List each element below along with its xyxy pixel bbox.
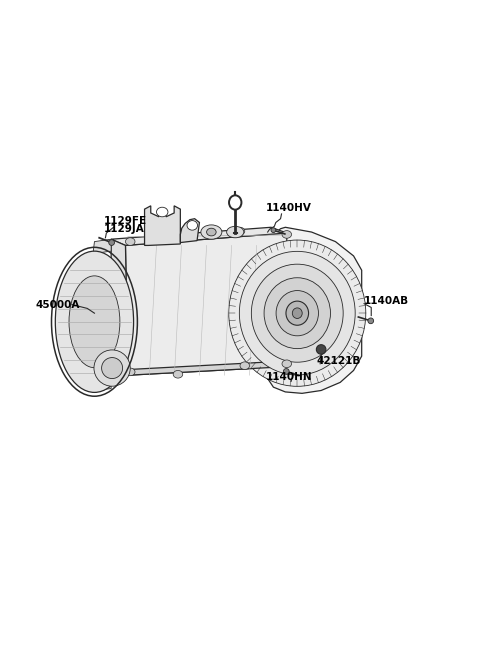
- Polygon shape: [111, 227, 287, 246]
- Ellipse shape: [240, 252, 355, 375]
- Ellipse shape: [102, 358, 122, 379]
- Ellipse shape: [94, 350, 130, 386]
- Ellipse shape: [125, 238, 135, 246]
- Polygon shape: [144, 206, 180, 246]
- Ellipse shape: [271, 228, 276, 233]
- Polygon shape: [125, 233, 287, 375]
- Text: 1140AB: 1140AB: [364, 296, 409, 306]
- Polygon shape: [180, 219, 199, 242]
- Ellipse shape: [276, 291, 318, 336]
- Polygon shape: [268, 227, 362, 394]
- Ellipse shape: [264, 278, 330, 348]
- Text: 1140HN: 1140HN: [266, 373, 313, 383]
- Text: 45000A: 45000A: [36, 299, 80, 310]
- Ellipse shape: [168, 229, 178, 237]
- Polygon shape: [111, 239, 128, 375]
- Ellipse shape: [316, 345, 326, 354]
- Ellipse shape: [235, 227, 245, 235]
- Ellipse shape: [227, 227, 244, 238]
- Ellipse shape: [283, 369, 289, 374]
- Text: 42121B: 42121B: [316, 356, 361, 365]
- Ellipse shape: [156, 207, 168, 217]
- Ellipse shape: [206, 228, 216, 236]
- Ellipse shape: [229, 195, 241, 210]
- Ellipse shape: [69, 276, 120, 367]
- Ellipse shape: [282, 360, 291, 367]
- Ellipse shape: [368, 318, 373, 324]
- Text: 1129FE: 1129FE: [104, 216, 147, 227]
- Polygon shape: [93, 371, 111, 390]
- Ellipse shape: [292, 308, 302, 318]
- Polygon shape: [93, 239, 111, 253]
- Ellipse shape: [252, 264, 343, 362]
- Ellipse shape: [240, 362, 250, 369]
- Text: 1129JA: 1129JA: [104, 225, 145, 234]
- Ellipse shape: [201, 225, 222, 239]
- Ellipse shape: [286, 301, 309, 326]
- Ellipse shape: [173, 371, 183, 378]
- Ellipse shape: [187, 221, 198, 230]
- Ellipse shape: [282, 231, 291, 238]
- Polygon shape: [111, 362, 287, 375]
- Ellipse shape: [125, 368, 135, 376]
- Text: 1140HV: 1140HV: [266, 203, 312, 213]
- Ellipse shape: [109, 240, 115, 246]
- Ellipse shape: [55, 251, 133, 392]
- Ellipse shape: [229, 240, 366, 386]
